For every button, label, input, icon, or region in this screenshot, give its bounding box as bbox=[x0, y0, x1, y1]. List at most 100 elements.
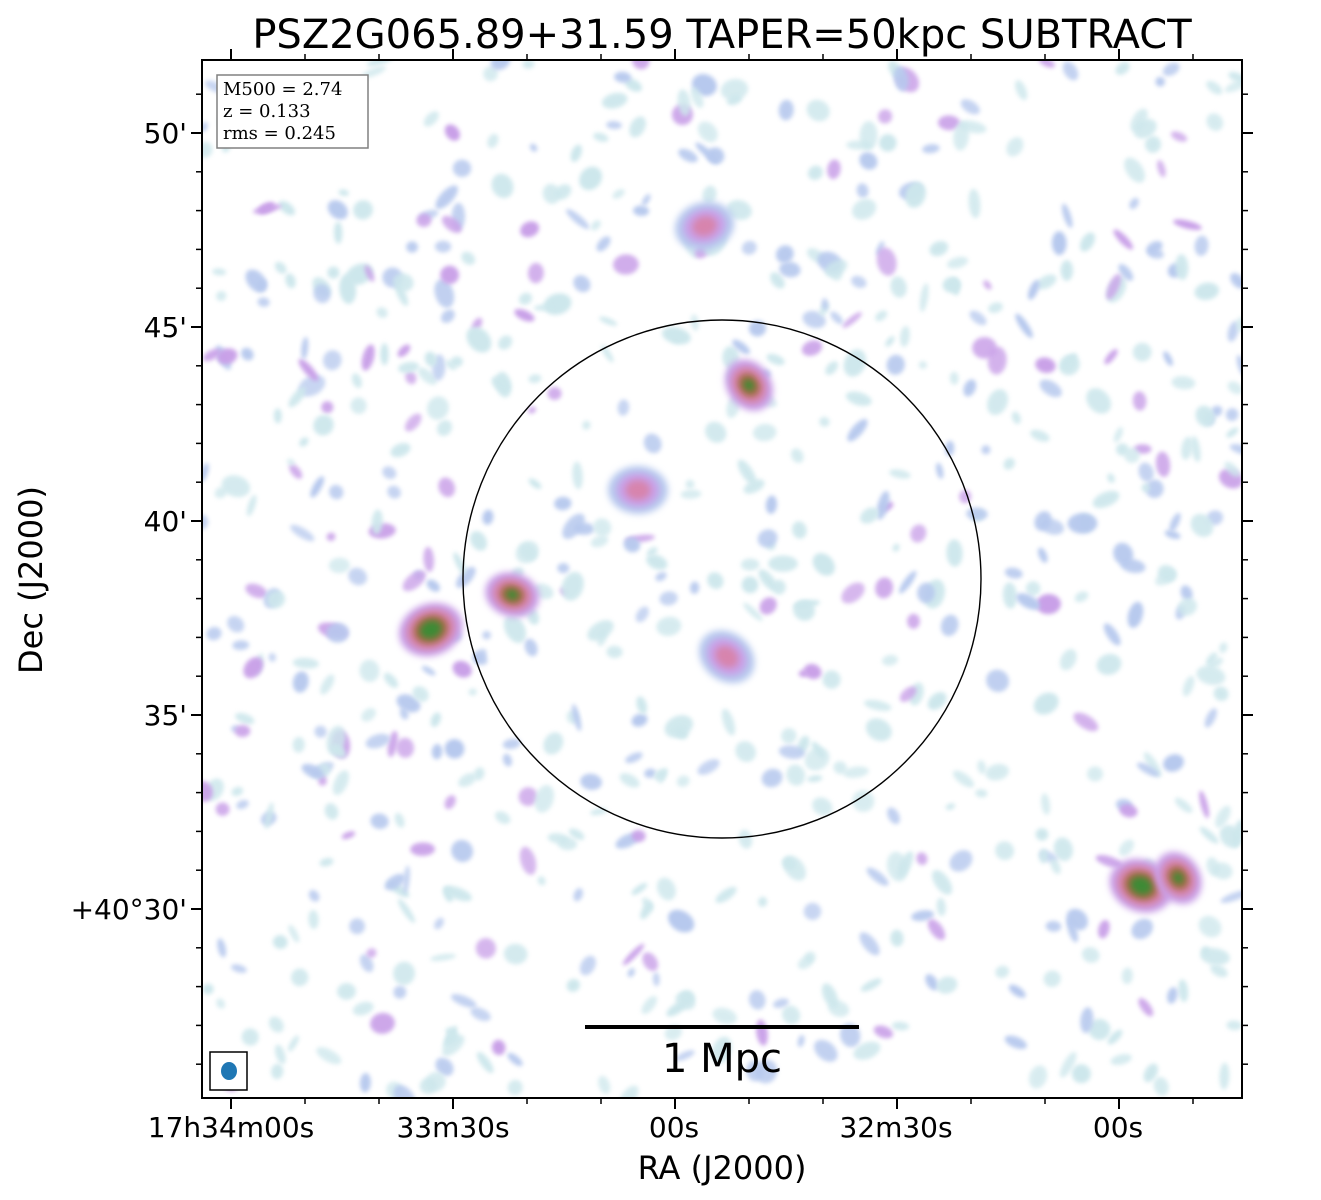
noise-blob bbox=[839, 1023, 861, 1048]
noise-blob bbox=[365, 733, 390, 749]
noise-blob bbox=[444, 124, 460, 141]
noise-blob bbox=[773, 998, 789, 1009]
noise-blob bbox=[738, 829, 753, 849]
noise-blob bbox=[940, 614, 959, 637]
noise-blob bbox=[393, 985, 407, 999]
noise-blob bbox=[313, 284, 331, 304]
noise-blob bbox=[1051, 231, 1067, 256]
noise-blob bbox=[847, 418, 868, 442]
noise-blob bbox=[843, 349, 867, 377]
noise-blob bbox=[257, 297, 270, 307]
noise-blob bbox=[582, 420, 591, 430]
noise-blob bbox=[613, 254, 639, 275]
noise-blob bbox=[458, 773, 477, 787]
noise-blob bbox=[1173, 219, 1202, 230]
noise-blob bbox=[752, 423, 777, 442]
noise-blob bbox=[1200, 946, 1211, 956]
noise-blob bbox=[758, 896, 768, 907]
noise-blob bbox=[288, 386, 307, 408]
noise-blob bbox=[804, 747, 830, 771]
noise-blob bbox=[435, 1057, 454, 1076]
noise-blob bbox=[217, 938, 227, 958]
noise-blob bbox=[1059, 649, 1077, 671]
noise-blob bbox=[215, 290, 227, 302]
noise-blob bbox=[910, 524, 927, 543]
info-box-frame bbox=[216, 74, 369, 149]
noise-blob bbox=[1228, 71, 1242, 83]
noise-blob bbox=[268, 653, 277, 662]
noise-blob bbox=[1157, 159, 1166, 178]
noise-blob bbox=[426, 396, 449, 420]
noise-blob bbox=[845, 391, 872, 406]
noise-blob bbox=[1170, 131, 1188, 142]
noise-blob bbox=[1038, 60, 1055, 68]
noise-blob bbox=[1113, 426, 1123, 443]
noise-blob bbox=[241, 1028, 259, 1046]
noise-blob bbox=[590, 220, 601, 231]
noise-blob bbox=[1178, 979, 1189, 1003]
noise-blob bbox=[1207, 657, 1224, 669]
noise-blob bbox=[352, 1001, 374, 1016]
source-contour bbox=[692, 215, 717, 237]
noise-blob bbox=[1138, 998, 1154, 1017]
noise-blob bbox=[1127, 601, 1144, 628]
noise-blob bbox=[292, 657, 319, 669]
noise-blob bbox=[748, 990, 766, 1010]
noise-blob bbox=[490, 60, 511, 71]
noise-blob bbox=[741, 240, 757, 255]
noise-blob bbox=[875, 577, 894, 599]
noise-blob bbox=[644, 768, 657, 779]
noise-blob bbox=[890, 276, 907, 298]
r500-circle bbox=[462, 319, 982, 839]
noise-blob bbox=[781, 728, 797, 744]
noise-blob bbox=[1003, 457, 1015, 470]
noise-blob bbox=[518, 292, 533, 305]
noise-blob bbox=[661, 326, 691, 345]
noise-blob bbox=[1163, 351, 1173, 366]
noise-blob bbox=[491, 173, 514, 199]
noise-blob bbox=[361, 344, 375, 371]
noise-blob bbox=[1027, 279, 1040, 300]
noise-blob bbox=[707, 572, 724, 589]
noise-blob bbox=[899, 570, 917, 594]
noise-blob bbox=[1167, 987, 1178, 1004]
noise-blob bbox=[947, 256, 969, 269]
noise-blob bbox=[371, 509, 383, 535]
noise-blob bbox=[370, 1012, 395, 1034]
noise-blob bbox=[986, 389, 1009, 416]
noise-blob bbox=[1061, 203, 1073, 228]
noise-blob bbox=[1115, 61, 1130, 75]
noise-blob bbox=[859, 152, 878, 170]
noise-blob bbox=[807, 165, 823, 180]
noise-blob bbox=[1226, 427, 1239, 438]
noise-blob bbox=[1028, 1065, 1048, 1089]
noise-blob bbox=[899, 326, 910, 347]
radio-source bbox=[485, 572, 540, 618]
noise-blob bbox=[1163, 754, 1184, 772]
noise-blob bbox=[822, 670, 841, 689]
noise-blob bbox=[243, 657, 264, 679]
noise-blob bbox=[852, 198, 877, 220]
noise-blob bbox=[631, 829, 646, 843]
noise-blob bbox=[1169, 512, 1181, 532]
noise-blob bbox=[1124, 447, 1140, 464]
noise-blob bbox=[231, 786, 244, 797]
noise-blob bbox=[1219, 1062, 1230, 1090]
noise-blob bbox=[441, 215, 462, 234]
noise-blob bbox=[337, 983, 356, 1000]
noise-blob bbox=[557, 562, 570, 574]
noise-blob bbox=[596, 236, 611, 252]
noise-blob bbox=[482, 509, 494, 525]
noise-blob bbox=[466, 326, 492, 353]
noise-blob bbox=[1133, 118, 1157, 139]
noise-blob bbox=[945, 803, 956, 810]
noise-blob bbox=[353, 200, 373, 220]
noise-blob bbox=[1071, 1064, 1091, 1084]
noise-blob bbox=[1098, 919, 1110, 939]
noise-blob bbox=[656, 877, 676, 901]
noise-blob bbox=[759, 597, 777, 615]
source-emission-layer bbox=[398, 201, 1202, 913]
noise-blob bbox=[636, 696, 648, 714]
noise-blob bbox=[786, 764, 806, 786]
noise-blob bbox=[1045, 920, 1062, 932]
